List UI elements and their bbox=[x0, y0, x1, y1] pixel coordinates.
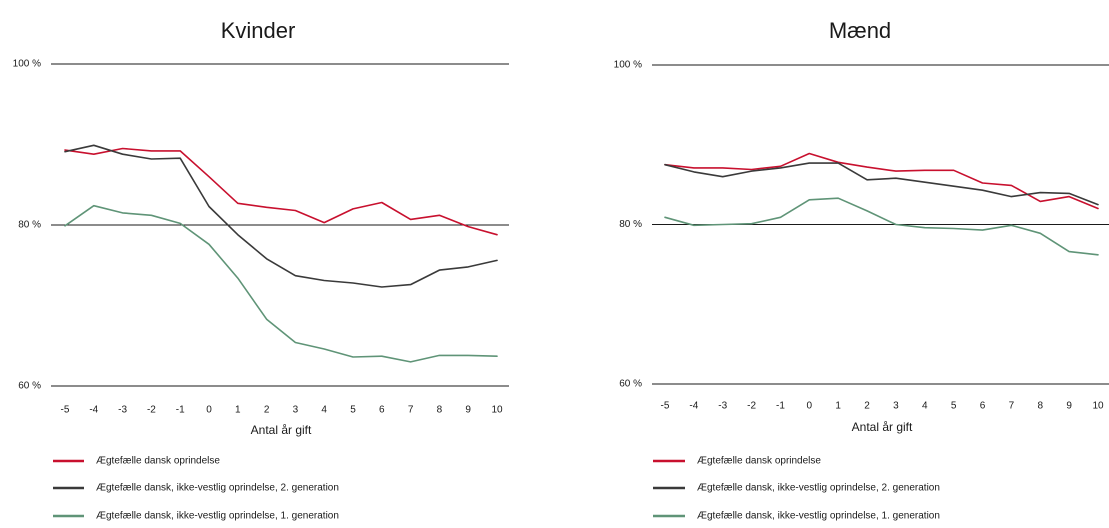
x-tick-label: -2 bbox=[147, 405, 156, 416]
series-line-1 bbox=[664, 152, 1099, 210]
x-tick-label: 9 bbox=[1066, 401, 1072, 412]
x-axis-label: Antal år gift bbox=[251, 423, 312, 437]
x-tick-label: 4 bbox=[922, 401, 928, 412]
x-tick-label: -2 bbox=[747, 401, 756, 412]
x-tick-label: 1 bbox=[835, 401, 841, 412]
y-tick-label: 60 % bbox=[619, 379, 642, 390]
x-tick-label: -5 bbox=[61, 405, 70, 416]
x-tick-label: -5 bbox=[661, 401, 670, 412]
x-tick-label: 7 bbox=[408, 405, 414, 416]
series-line-1 bbox=[64, 147, 498, 236]
series-line-3 bbox=[664, 197, 1099, 256]
y-tick-label: 80 % bbox=[18, 220, 41, 231]
x-tick-label: 2 bbox=[264, 405, 270, 416]
y-tick-label: 100 % bbox=[13, 59, 41, 70]
x-tick-label: 10 bbox=[491, 405, 503, 416]
legend-label: Ægtefælle dansk, ikke-vestlig oprindelse… bbox=[697, 511, 940, 522]
x-tick-label: 2 bbox=[864, 401, 870, 412]
legend-label: Ægtefælle dansk oprindelse bbox=[96, 456, 220, 467]
x-tick-label: -1 bbox=[176, 405, 185, 416]
x-tick-label: 3 bbox=[293, 405, 299, 416]
x-tick-label: 3 bbox=[893, 401, 899, 412]
series-line-2 bbox=[664, 162, 1099, 206]
legend-label: Ægtefælle dansk, ikke-vestlig oprindelse… bbox=[96, 511, 339, 522]
x-tick-label: -1 bbox=[776, 401, 785, 412]
x-tick-label: 6 bbox=[379, 405, 385, 416]
x-tick-label: -3 bbox=[118, 405, 127, 416]
x-tick-label: 4 bbox=[321, 405, 327, 416]
x-axis-label: Antal år gift bbox=[852, 420, 913, 434]
x-tick-label: 6 bbox=[980, 401, 986, 412]
x-tick-label: 8 bbox=[1037, 401, 1043, 412]
y-tick-label: 60 % bbox=[18, 381, 41, 392]
legend-label: Ægtefælle dansk oprindelse bbox=[697, 456, 821, 467]
x-tick-label: 5 bbox=[951, 401, 957, 412]
legend-label: Ægtefælle dansk, ikke-vestlig oprindelse… bbox=[96, 483, 339, 494]
x-tick-label: 1 bbox=[235, 405, 241, 416]
x-tick-label: 8 bbox=[437, 405, 443, 416]
x-tick-label: 9 bbox=[465, 405, 471, 416]
x-tick-label: 10 bbox=[1092, 401, 1104, 412]
chart-title: Mænd bbox=[829, 18, 891, 43]
series-line-3 bbox=[64, 204, 498, 363]
y-tick-label: 80 % bbox=[619, 219, 642, 230]
x-tick-label: 7 bbox=[1009, 401, 1015, 412]
legend-label: Ægtefælle dansk, ikke-vestlig oprindelse… bbox=[697, 483, 940, 494]
y-tick-label: 100 % bbox=[614, 60, 642, 71]
chart-title: Kvinder bbox=[221, 18, 296, 43]
x-tick-label: 0 bbox=[206, 405, 212, 416]
x-tick-label: 0 bbox=[807, 401, 813, 412]
x-tick-label: -4 bbox=[89, 405, 98, 416]
x-tick-label: -3 bbox=[718, 401, 727, 412]
x-tick-label: 5 bbox=[350, 405, 356, 416]
series-line-2 bbox=[64, 144, 498, 288]
x-tick-label: -4 bbox=[689, 401, 698, 412]
